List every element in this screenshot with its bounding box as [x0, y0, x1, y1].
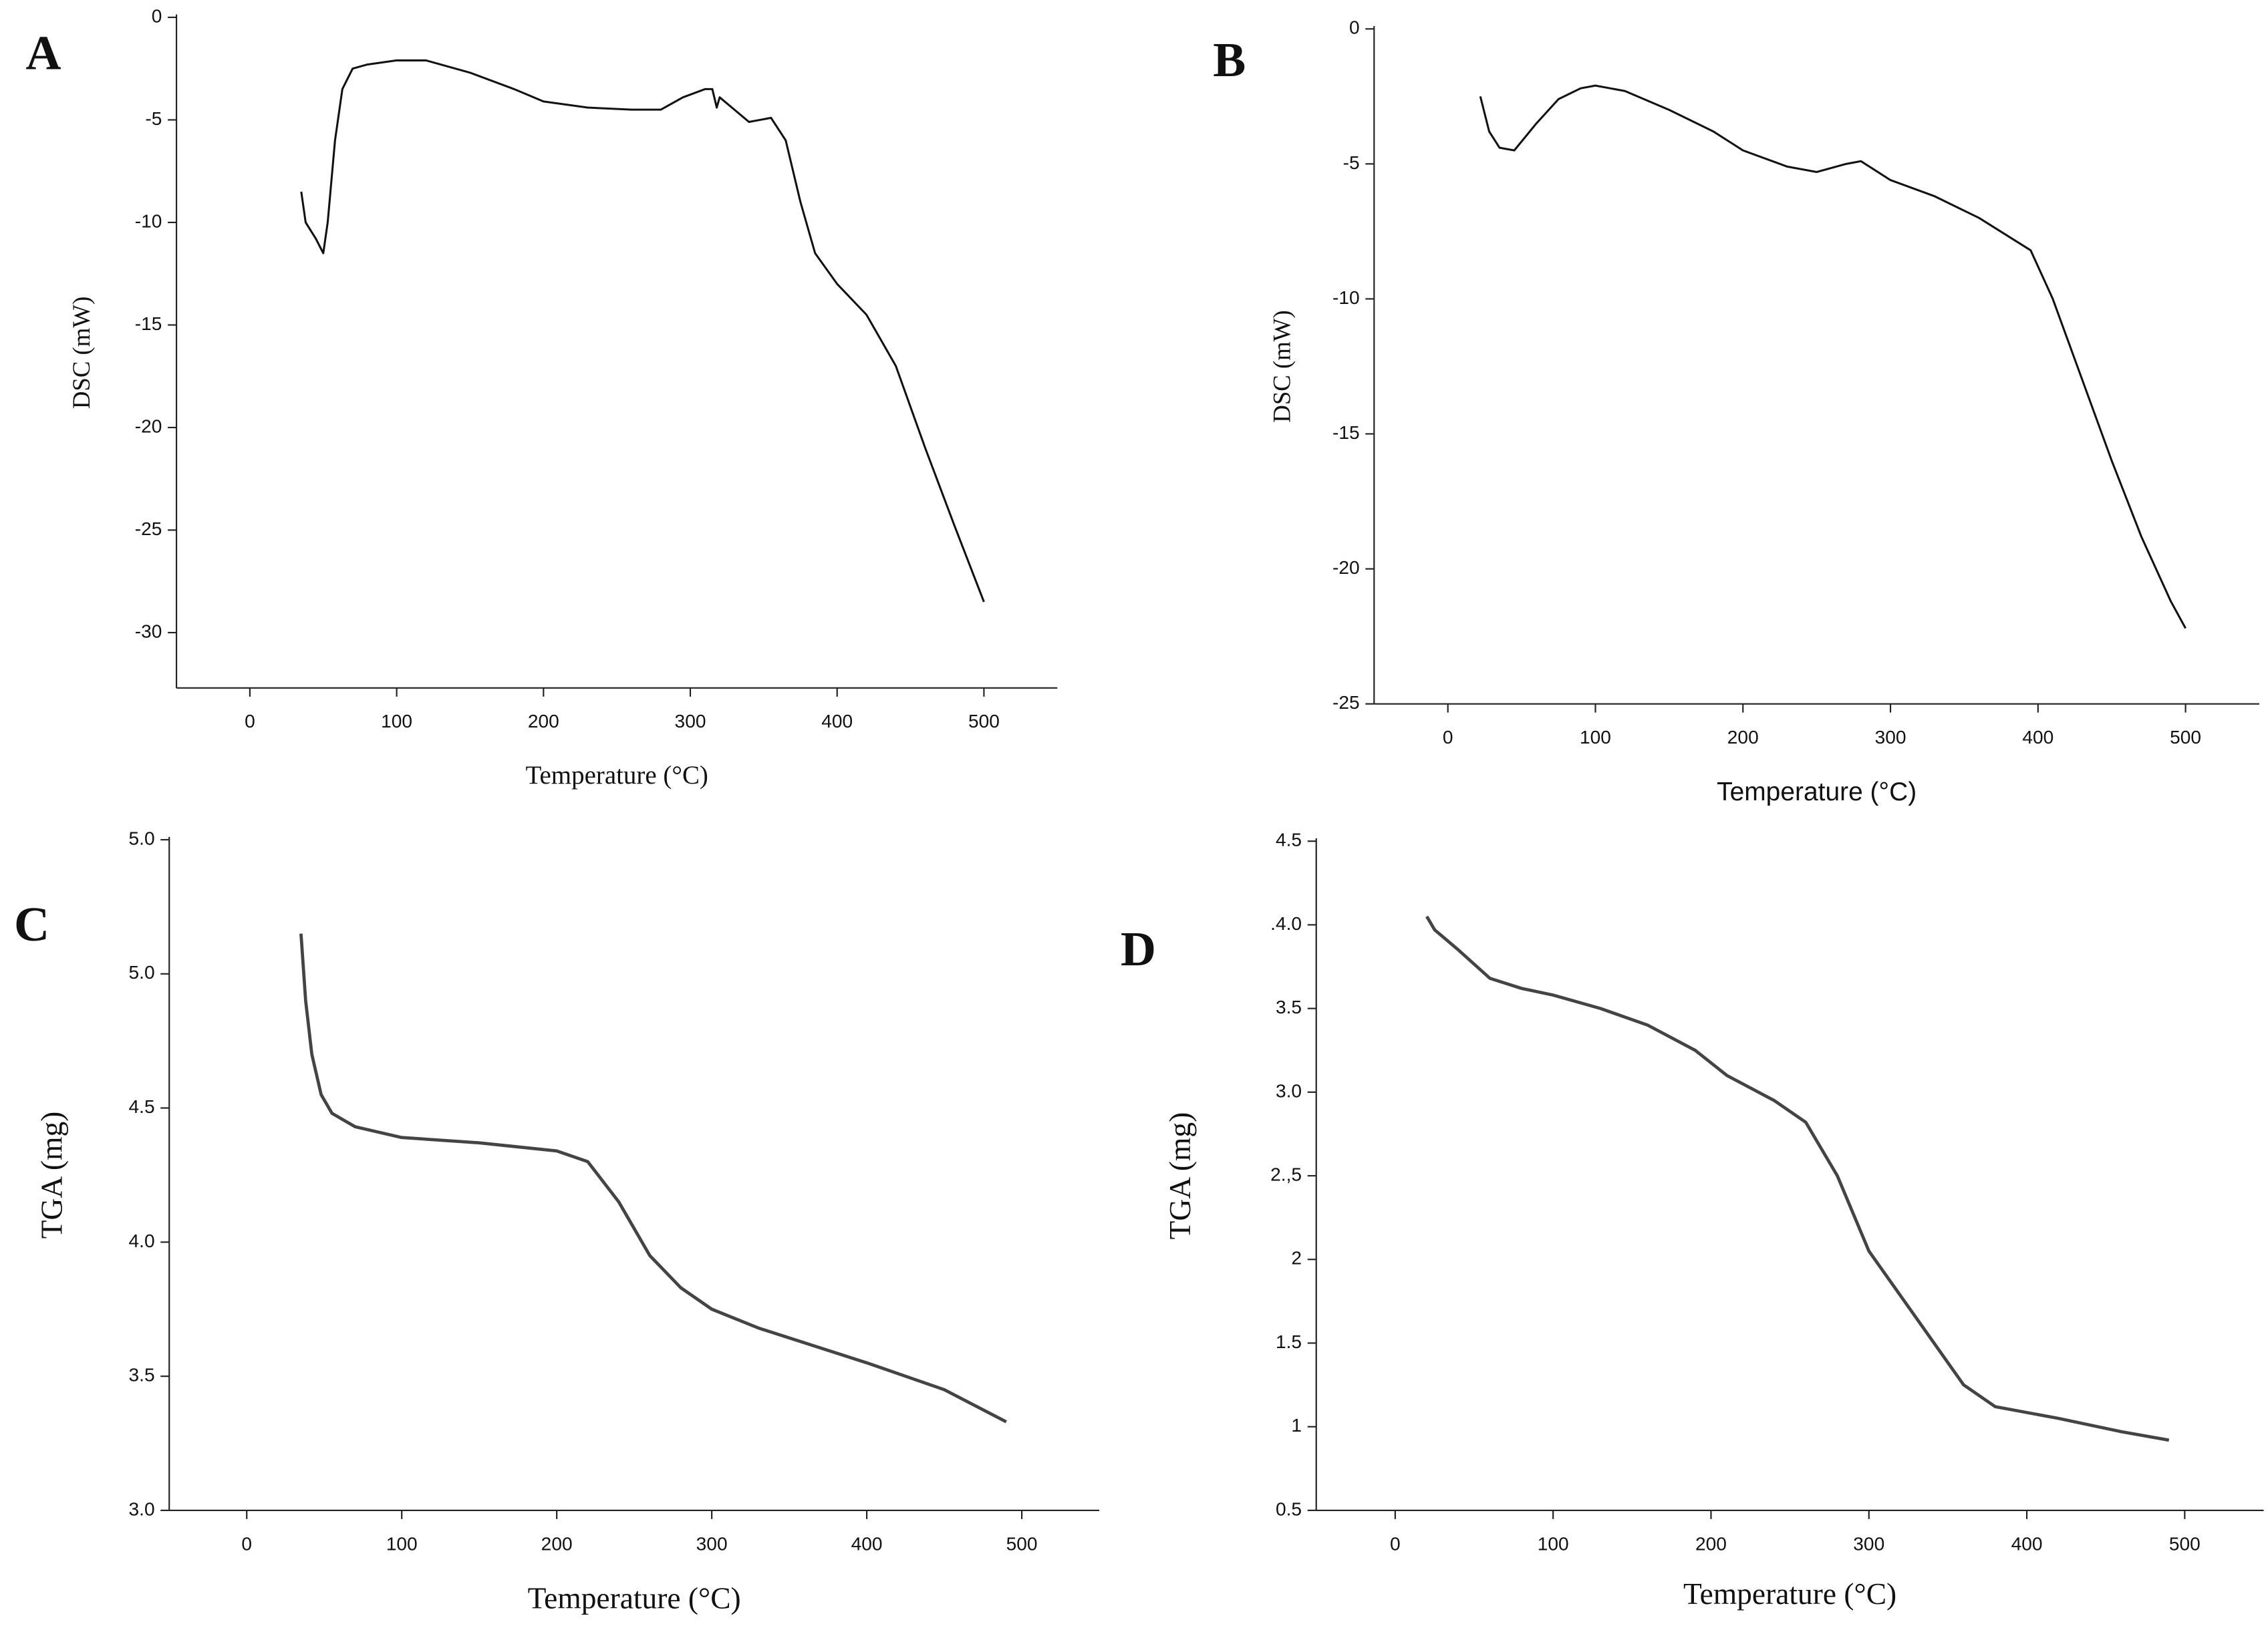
y-tick-label: -5 [1343, 152, 1360, 173]
x-tick-label: 400 [2011, 1533, 2043, 1554]
panel-label: D [1121, 921, 1156, 976]
y-tick-label: 1.5 [1276, 1331, 1302, 1352]
data-line [1425, 915, 2170, 1442]
x-tick-label: 300 [696, 1533, 728, 1554]
y-tick-label: -5 [145, 108, 162, 129]
panel-label: C [14, 897, 49, 951]
y-tick-label: -25 [1332, 692, 1360, 713]
x-tick-label: 200 [528, 711, 559, 731]
y-tick-label: 3.5 [1276, 997, 1302, 1017]
y-tick-label: 4.5 [1276, 830, 1302, 850]
y-axis-title: DSC (mW) [1268, 310, 1296, 422]
panel-label: A [25, 25, 61, 79]
y-tick-label: 2.,5 [1270, 1164, 1302, 1184]
y-tick-label: 3.0 [128, 1498, 154, 1519]
x-tick-label: 500 [968, 711, 1000, 731]
x-tick-label: 200 [1695, 1533, 1727, 1554]
x-tick-label: 500 [1006, 1533, 1038, 1554]
x-tick-label: 500 [2170, 727, 2201, 748]
x-tick-label: 0 [241, 1533, 252, 1554]
y-tick-label: -10 [1332, 287, 1360, 308]
y-tick-label: 4.5 [128, 1096, 154, 1117]
y-tick-label: 0 [152, 5, 162, 26]
x-tick-label: 0 [1390, 1533, 1401, 1554]
y-tick-label: 0 [1349, 17, 1360, 38]
x-tick-label: 300 [1875, 727, 1906, 748]
y-tick-label: -20 [135, 416, 162, 436]
x-tick-label: 0 [1443, 727, 1453, 748]
y-tick-label: 0.5 [1276, 1498, 1302, 1519]
y-tick-label: .4.0 [1270, 913, 1302, 934]
x-tick-label: 100 [1580, 727, 1611, 748]
data-line [300, 59, 985, 603]
y-tick-label: 4.0 [128, 1231, 154, 1251]
y-tick-label: -15 [1332, 422, 1360, 443]
x-tick-label: 100 [381, 711, 412, 731]
y-axis-title: DSC (mW) [67, 297, 95, 409]
x-tick-label: 200 [1727, 727, 1759, 748]
x-tick-label: 400 [851, 1533, 883, 1554]
y-axis-title: TGA (mg) [1163, 1112, 1197, 1240]
x-tick-label: 0 [245, 711, 255, 731]
x-tick-label: 300 [1853, 1533, 1884, 1554]
x-axis-title: Temperature (°C) [528, 1582, 741, 1615]
y-tick-label: -30 [135, 621, 162, 641]
y-tick-label: 3.0 [1276, 1080, 1302, 1101]
data-line [299, 933, 1007, 1424]
x-axis-title: Temperature (°C) [1683, 1577, 1896, 1611]
x-tick-label: 100 [386, 1533, 418, 1554]
y-tick-label: 5.0 [128, 828, 154, 848]
y-tick-label: -15 [135, 313, 162, 334]
panel-label: B [1213, 32, 1246, 87]
y-tick-label: 5.0 [128, 962, 154, 983]
y-axis-title: TGA (mg) [35, 1112, 69, 1239]
x-tick-label: 400 [2022, 727, 2053, 748]
x-axis-title: Temperature (°C) [1717, 778, 1917, 806]
x-tick-label: 100 [1538, 1533, 1569, 1554]
x-tick-label: 200 [541, 1533, 573, 1554]
x-tick-label: 400 [821, 711, 853, 731]
y-tick-label: -20 [1332, 557, 1360, 578]
x-axis-title: Temperature (°C) [525, 761, 708, 790]
y-tick-label: -10 [135, 210, 162, 231]
y-tick-label: 1 [1291, 1415, 1302, 1436]
data-line [1479, 84, 2186, 629]
y-tick-label: 3.5 [128, 1365, 154, 1386]
x-tick-label: 300 [675, 711, 706, 731]
x-tick-label: 500 [2169, 1533, 2201, 1554]
y-tick-label: 2 [1291, 1248, 1302, 1269]
y-tick-label: -25 [135, 518, 162, 539]
